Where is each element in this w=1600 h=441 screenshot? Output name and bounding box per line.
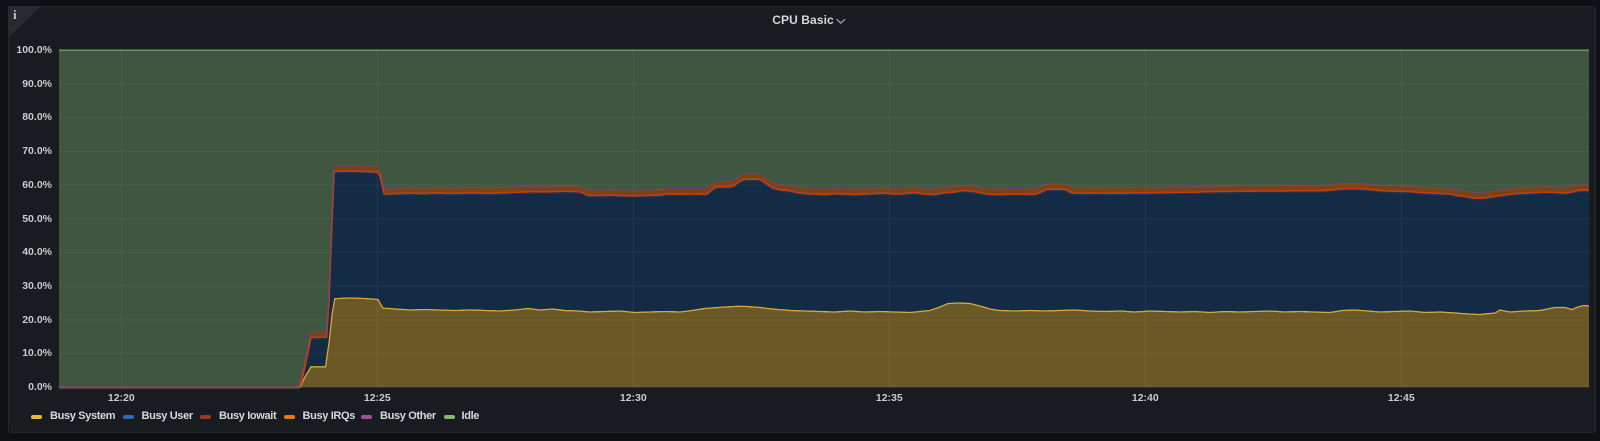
svg-text:i: i xyxy=(13,7,17,22)
